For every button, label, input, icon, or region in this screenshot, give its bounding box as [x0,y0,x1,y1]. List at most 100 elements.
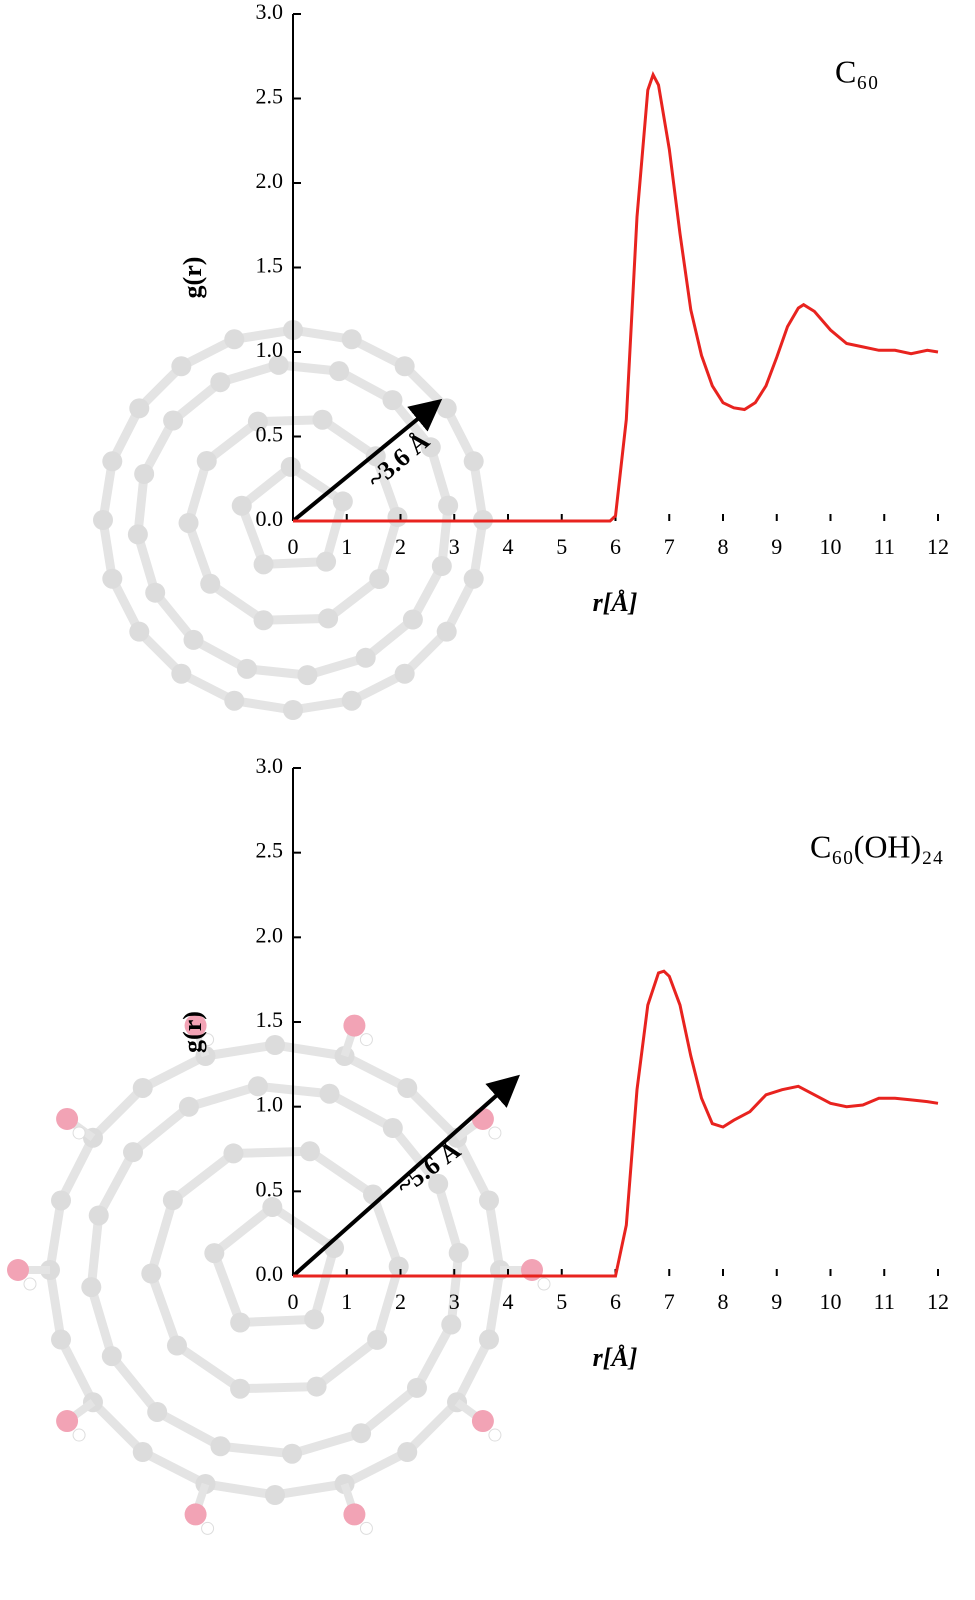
annotation: C₆₀ [835,53,879,89]
oxygen [521,1259,543,1281]
y-tick-label: 1.0 [256,1092,284,1117]
y-tick-label: 3.0 [256,0,284,24]
atom [224,329,245,350]
atom [196,450,217,471]
atom [81,1277,102,1298]
atom [262,1197,283,1218]
atom [397,1077,418,1098]
atom [132,1077,153,1098]
atom [102,568,123,589]
y-axis-label: g(r) [178,1011,207,1053]
atom [382,390,403,411]
atom [247,411,268,432]
atom [230,1378,251,1399]
atom [402,609,423,630]
oxygen [184,1014,207,1037]
atom [88,1205,109,1226]
atom [183,629,204,650]
atom [253,554,274,575]
atom [166,1335,187,1356]
atom [448,1242,469,1263]
y-tick-label: 0.0 [256,1261,284,1286]
annotation: C₆₀(OH)₂₄ [810,828,944,864]
oxygen [184,1503,207,1526]
atom [318,608,339,629]
x-tick-label: 2 [395,534,406,559]
atom [299,1141,320,1162]
y-tick-label: 2.0 [256,922,284,947]
atom [132,1442,153,1463]
y-tick-label: 2.5 [256,84,284,109]
x-tick-label: 6 [610,534,621,559]
atom [268,354,289,375]
atom [127,524,148,545]
atom [441,1314,462,1335]
atom [306,1376,327,1397]
atom [282,1443,303,1464]
atom [463,451,484,472]
atom [388,1256,409,1277]
c60-molecule [93,320,493,720]
atom [200,573,221,594]
x-tick-label: 9 [771,1289,782,1314]
atom [230,1312,251,1333]
x-tick-label: 10 [820,534,842,559]
atom [436,621,457,642]
atom [420,437,441,458]
atom [171,356,192,377]
atom [134,463,155,484]
radius-arrow [291,1074,520,1278]
atom [210,372,231,393]
x-tick-label: 9 [771,534,782,559]
x-tick-label: 5 [556,1289,567,1314]
atom [367,1329,388,1350]
x-tick-label: 0 [288,534,299,559]
hydrogen [359,1033,373,1047]
atom [297,665,318,686]
atom [355,647,376,668]
x-tick-label: 2 [395,1289,406,1314]
atom [329,361,350,382]
atom [178,512,199,533]
bond [208,1201,340,1328]
atom [394,356,415,377]
atom [162,1190,183,1211]
atom [369,569,390,590]
oxygen [343,1014,366,1037]
y-tick-label: 3.0 [256,753,284,778]
atom [141,1263,162,1284]
atom [204,1243,225,1264]
atom [129,398,150,419]
y-tick-label: 0.5 [256,422,284,447]
atom [341,690,362,711]
hydrogen [72,1428,86,1442]
oxygen [343,1503,366,1526]
oxygen [471,1410,494,1433]
atom [51,1329,72,1350]
atom [147,1401,168,1422]
hydrogen [72,1126,86,1140]
atom [312,409,333,430]
oxygen [471,1107,494,1130]
atom [280,456,301,477]
hydrogen [359,1521,373,1535]
y-tick-label: 1.0 [256,337,284,362]
x-axis-label: r[Å] [593,588,638,617]
hydrogen [537,1277,551,1291]
atom [316,551,337,572]
atom [171,663,192,684]
y-tick-label: 0.5 [256,1176,284,1201]
atom [123,1142,144,1163]
atom [102,451,123,472]
atom [247,1076,268,1097]
atom [223,1143,244,1164]
x-tick-label: 5 [556,534,567,559]
atom [351,1423,372,1444]
atom [101,1346,122,1367]
atom [93,510,113,530]
atom [224,690,245,711]
atom [428,1173,449,1194]
x-tick-label: 12 [927,534,949,559]
atom [129,621,150,642]
